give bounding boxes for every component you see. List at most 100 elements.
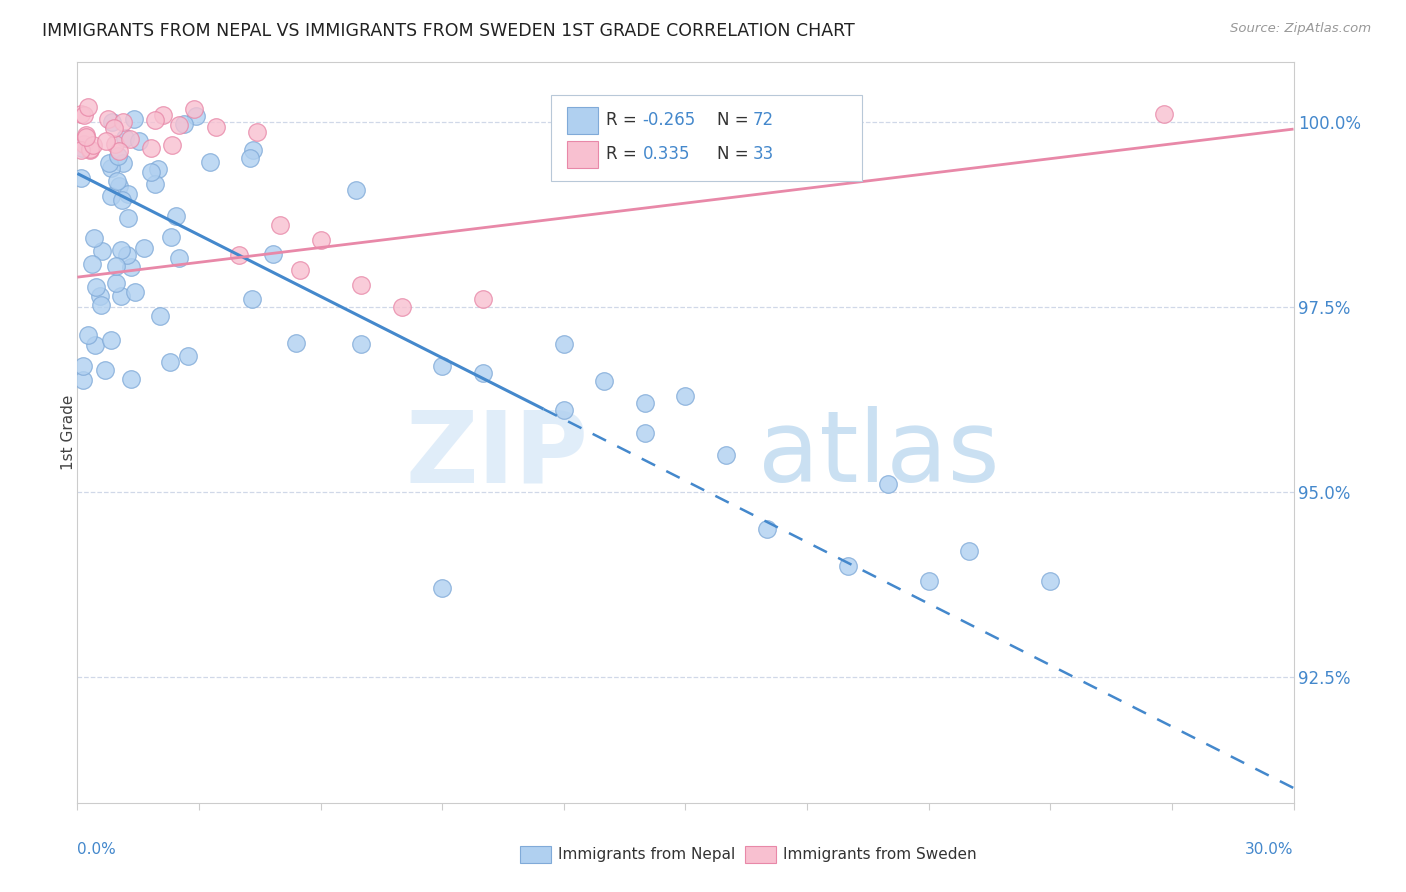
Point [107, 149, 129, 163]
Point [75, 128, 97, 143]
Point [242, 143, 264, 157]
Point [124, 285, 146, 299]
Text: N =: N = [717, 145, 754, 163]
Point [228, 248, 250, 262]
Point [430, 581, 453, 595]
Point [350, 277, 373, 292]
Point [100, 334, 122, 348]
Point [105, 174, 128, 188]
Point [204, 120, 226, 134]
Point [108, 144, 131, 158]
Text: 33: 33 [752, 145, 773, 163]
Point [94, 134, 117, 148]
Point [471, 293, 494, 307]
Point [430, 359, 453, 373]
Point [72, 359, 94, 374]
Point [918, 574, 941, 588]
Point [90, 298, 112, 312]
Point [350, 336, 373, 351]
Point [82, 138, 104, 153]
Point [120, 260, 142, 274]
Point [160, 137, 183, 152]
Text: -0.265: -0.265 [643, 112, 696, 129]
Text: atlas: atlas [758, 407, 1000, 503]
Point [103, 120, 125, 135]
Text: 0.0%: 0.0% [77, 842, 117, 856]
Point [98, 155, 121, 169]
Point [167, 251, 190, 265]
Point [86, 279, 108, 293]
Point [165, 210, 187, 224]
Point [118, 132, 141, 146]
Point [837, 558, 859, 573]
Point [159, 355, 181, 369]
Text: R =: R = [606, 145, 647, 163]
Point [97, 112, 120, 127]
Point [141, 141, 163, 155]
Point [105, 276, 128, 290]
Point [262, 247, 284, 261]
Point [239, 151, 262, 165]
Text: Source: ZipAtlas.com: Source: ZipAtlas.com [1230, 22, 1371, 36]
Point [70, 170, 93, 185]
Point [290, 262, 312, 277]
Y-axis label: 1st Grade: 1st Grade [62, 395, 76, 470]
Point [75, 129, 97, 144]
Point [108, 179, 131, 194]
Point [149, 310, 172, 324]
Point [89, 289, 111, 303]
Point [186, 110, 208, 124]
Point [72, 373, 94, 387]
Point [120, 372, 142, 386]
Point [309, 233, 332, 247]
Point [76, 328, 98, 343]
Point [177, 349, 200, 363]
Point [143, 113, 166, 128]
Point [167, 118, 190, 132]
Point [105, 259, 128, 273]
Point [122, 112, 145, 126]
Point [73, 108, 96, 122]
Point [112, 155, 135, 169]
Point [139, 165, 162, 179]
Point [160, 230, 183, 244]
Point [70, 107, 93, 121]
Point [1153, 107, 1175, 121]
Point [117, 211, 139, 226]
Point [117, 186, 139, 201]
Point [240, 292, 263, 306]
Point [675, 389, 697, 403]
Text: R =: R = [606, 112, 643, 129]
Point [94, 362, 117, 376]
Point [957, 544, 980, 558]
Point [391, 300, 413, 314]
Point [100, 189, 122, 203]
Point [72, 141, 94, 155]
Point [79, 142, 101, 156]
Point [755, 522, 778, 536]
Text: IMMIGRANTS FROM NEPAL VS IMMIGRANTS FROM SWEDEN 1ST GRADE CORRELATION CHART: IMMIGRANTS FROM NEPAL VS IMMIGRANTS FROM… [42, 22, 855, 40]
Point [553, 336, 575, 351]
Point [80, 257, 103, 271]
Point [73, 136, 96, 151]
Text: Immigrants from Nepal: Immigrants from Nepal [558, 847, 735, 862]
Point [173, 116, 195, 130]
Point [110, 244, 132, 258]
Point [111, 194, 134, 208]
Point [198, 154, 221, 169]
Point [101, 115, 124, 129]
Text: 72: 72 [752, 112, 773, 129]
Point [111, 114, 134, 128]
Point [134, 241, 156, 255]
Point [183, 103, 205, 117]
Point [77, 100, 100, 114]
Point [1039, 574, 1062, 588]
Point [100, 161, 122, 175]
Point [344, 183, 367, 197]
Point [634, 396, 657, 410]
Text: 30.0%: 30.0% [1246, 842, 1294, 856]
Point [115, 247, 138, 261]
Point [145, 178, 167, 192]
Point [79, 143, 101, 157]
Point [471, 367, 494, 381]
